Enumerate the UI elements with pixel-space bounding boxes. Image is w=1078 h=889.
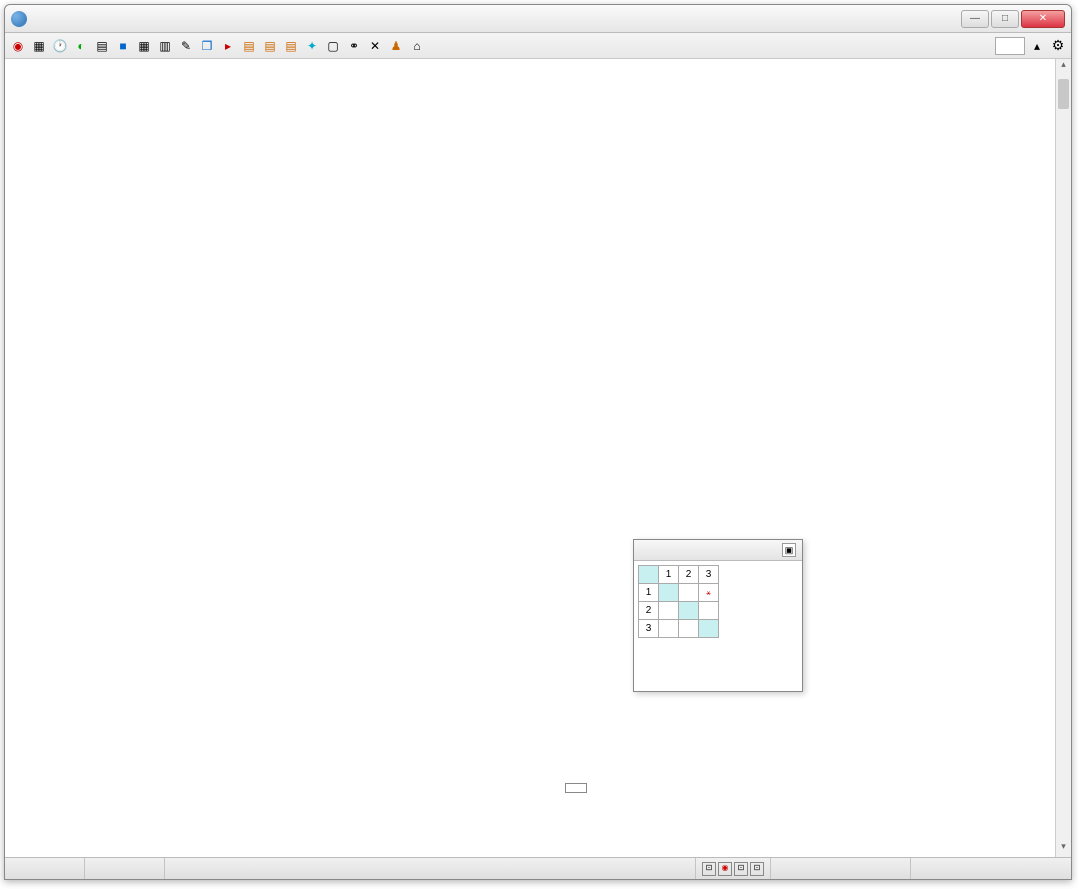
panel-body: 123 1⚹ 2 3 <box>634 561 802 691</box>
tb-edit-icon[interactable]: ✎ <box>177 37 195 55</box>
titlebar: — □ ✕ <box>5 5 1071 33</box>
aspect-legend <box>565 783 587 793</box>
horoscope-wheel <box>45 99 765 839</box>
vertical-scrollbar[interactable]: ▴ ▾ <box>1055 59 1071 857</box>
status-icon-3[interactable]: ⊡ <box>734 862 748 876</box>
tb-list3-icon[interactable]: ▤ <box>282 37 300 55</box>
status-ut <box>911 858 1071 879</box>
tb-tools-icon[interactable]: ✕ <box>366 37 384 55</box>
direction-of-aspects-panel[interactable]: ▣ 123 1⚹ 2 3 <box>633 539 803 692</box>
tb-list2-icon[interactable]: ▤ <box>261 37 279 55</box>
tb-grid-icon[interactable]: ▦ <box>135 37 153 55</box>
status-asc <box>771 858 911 879</box>
scroll-down-icon[interactable]: ▾ <box>1056 841 1071 857</box>
minimize-button[interactable]: — <box>961 10 989 28</box>
tb-book-icon[interactable]: ❒ <box>198 37 216 55</box>
status-icon-1[interactable]: ⊡ <box>702 862 716 876</box>
tb-world-icon[interactable]: ■ <box>114 37 132 55</box>
toolbar: ◉ ▦ 🕐 ◐ ▤ ■ ▦ ▥ ✎ ❒ ▸ ▤ ▤ ▤ ✦ ▢ ⚭ ✕ ♟ ⌂ … <box>5 33 1071 59</box>
status-icon-4[interactable]: ⊡ <box>750 862 764 876</box>
ring-spinner[interactable] <box>995 37 1025 55</box>
status-mode <box>85 858 165 879</box>
main-area: ▣ 123 1⚹ 2 3 ▴ ▾ <box>5 59 1071 857</box>
panel-close-icon[interactable]: ▣ <box>782 543 796 557</box>
tb-person-icon[interactable]: ♟ <box>387 37 405 55</box>
app-icon <box>11 11 27 27</box>
panel-titlebar[interactable]: ▣ <box>634 540 802 561</box>
chart-area: ▣ 123 1⚹ 2 3 ▴ ▾ <box>5 59 1071 857</box>
status-icons: ⊡ ◉ ⊡ ⊡ <box>696 858 771 879</box>
close-button[interactable]: ✕ <box>1021 10 1065 28</box>
tb-note-icon[interactable]: ▢ <box>324 37 342 55</box>
tb-clock-icon[interactable]: 🕐 <box>51 37 69 55</box>
tb-natal-icon[interactable]: ◉ <box>9 37 27 55</box>
scroll-thumb[interactable] <box>1058 79 1069 109</box>
status-icon-2[interactable]: ◉ <box>718 862 732 876</box>
window-buttons: — □ ✕ <box>961 10 1065 28</box>
maximize-button[interactable]: □ <box>991 10 1019 28</box>
spinner-up-icon[interactable]: ▴ <box>1028 37 1046 55</box>
tb-flag-icon[interactable]: ▸ <box>219 37 237 55</box>
direction-grid[interactable]: 123 1⚹ 2 3 <box>638 565 719 638</box>
app-window: — □ ✕ ◉ ▦ 🕐 ◐ ▤ ■ ▦ ▥ ✎ ❒ ▸ ▤ ▤ ▤ ✦ ▢ ⚭ … <box>4 4 1072 880</box>
tb-doc-icon[interactable]: ▤ <box>93 37 111 55</box>
tb-link-icon[interactable]: ⚭ <box>345 37 363 55</box>
settings-gear-icon[interactable]: ⚙ <box>1049 37 1067 55</box>
status-app <box>5 858 85 879</box>
tb-list1-icon[interactable]: ▤ <box>240 37 258 55</box>
tb-table-icon[interactable]: ▥ <box>156 37 174 55</box>
scroll-up-icon[interactable]: ▴ <box>1056 59 1071 75</box>
tb-house-icon[interactable]: ⌂ <box>408 37 426 55</box>
statusbar: ⊡ ◉ ⊡ ⊡ <box>5 857 1071 879</box>
status-message <box>165 858 696 879</box>
tb-globe-icon[interactable]: ◐ <box>72 37 90 55</box>
tb-star-icon[interactable]: ✦ <box>303 37 321 55</box>
tb-calendar-icon[interactable]: ▦ <box>30 37 48 55</box>
